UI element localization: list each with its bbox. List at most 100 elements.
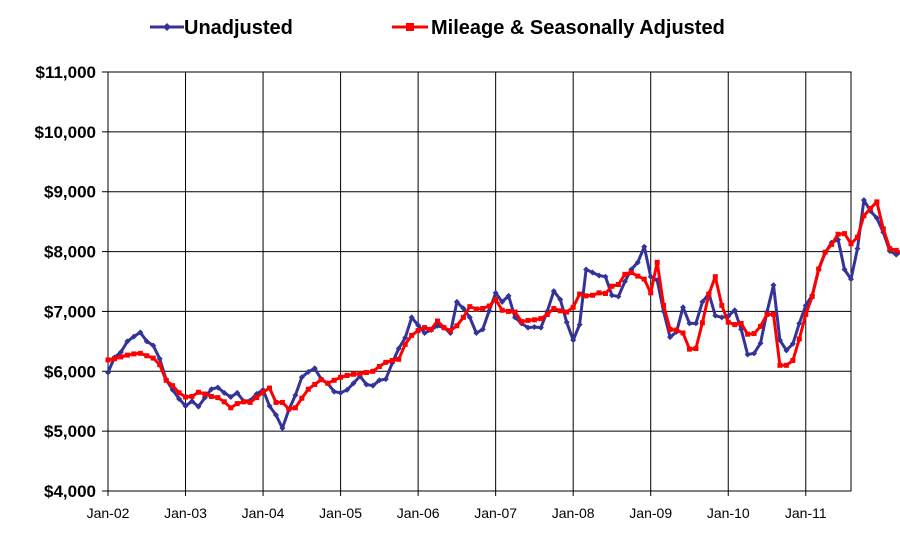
data-point-unadjusted bbox=[473, 329, 480, 336]
data-point-adjusted bbox=[493, 296, 499, 302]
data-point-unadjusted bbox=[466, 314, 473, 321]
data-point-unadjusted bbox=[712, 312, 719, 319]
data-point-unadjusted bbox=[873, 215, 880, 222]
data-point-adjusted bbox=[435, 318, 441, 324]
data-point-adjusted bbox=[893, 247, 899, 253]
data-point-adjusted bbox=[551, 305, 557, 311]
data-point-adjusted bbox=[480, 305, 486, 311]
data-point-unadjusted bbox=[350, 380, 357, 387]
data-point-adjusted bbox=[544, 311, 550, 317]
x-tick-label: Jan-02 bbox=[87, 505, 130, 521]
data-point-adjusted bbox=[447, 328, 453, 334]
data-point-unadjusted bbox=[402, 334, 409, 341]
data-point-adjusted bbox=[725, 319, 731, 325]
data-point-adjusted bbox=[150, 355, 156, 361]
data-point-unadjusted bbox=[150, 342, 157, 349]
data-point-adjusted bbox=[564, 309, 570, 315]
data-point-adjusted bbox=[441, 325, 447, 331]
data-point-unadjusted bbox=[602, 273, 609, 280]
data-point-unadjusted bbox=[789, 340, 796, 347]
x-tick-label: Jan-08 bbox=[552, 505, 595, 521]
data-point-adjusted bbox=[570, 304, 576, 310]
data-point-adjusted bbox=[783, 362, 789, 368]
data-point-unadjusted bbox=[208, 386, 215, 393]
data-point-unadjusted bbox=[195, 403, 202, 410]
data-point-adjusted bbox=[654, 259, 660, 265]
data-point-adjusted bbox=[854, 234, 860, 240]
data-point-adjusted bbox=[273, 399, 279, 405]
data-point-adjusted bbox=[325, 380, 331, 386]
data-point-unadjusted bbox=[479, 326, 486, 333]
data-point-unadjusted bbox=[770, 282, 777, 289]
data-point-adjusted bbox=[809, 293, 815, 299]
legend-item-unadjusted: Unadjusted bbox=[150, 17, 293, 39]
data-point-adjusted bbox=[460, 314, 466, 320]
data-point-unadjusted bbox=[176, 395, 183, 402]
data-point-unadjusted bbox=[214, 384, 221, 391]
data-point-adjusted bbox=[602, 290, 608, 296]
data-point-adjusted bbox=[396, 356, 402, 362]
data-point-adjusted bbox=[163, 377, 169, 383]
data-point-unadjusted bbox=[757, 340, 764, 347]
data-point-unadjusted bbox=[279, 425, 286, 432]
data-point-adjusted bbox=[279, 399, 285, 405]
data-point-adjusted bbox=[195, 389, 201, 395]
data-point-adjusted bbox=[842, 231, 848, 237]
data-point-adjusted bbox=[299, 395, 305, 401]
data-point-adjusted bbox=[674, 327, 680, 333]
data-point-adjusted bbox=[357, 371, 363, 377]
data-point-adjusted bbox=[615, 281, 621, 287]
y-tick-label: $7,000 bbox=[44, 302, 96, 321]
data-point-adjusted bbox=[796, 336, 802, 342]
data-point-unadjusted bbox=[751, 350, 758, 357]
data-point-adjusted bbox=[874, 199, 880, 205]
data-point-unadjusted bbox=[272, 411, 279, 418]
data-point-adjusted bbox=[267, 385, 273, 391]
data-point-adjusted bbox=[518, 319, 524, 325]
data-point-unadjusted bbox=[667, 334, 674, 341]
data-point-adjusted bbox=[758, 323, 764, 329]
data-point-adjusted bbox=[202, 391, 208, 397]
data-point-unadjusted bbox=[460, 305, 467, 312]
data-point-unadjusted bbox=[680, 304, 687, 311]
data-point-unadjusted bbox=[182, 403, 189, 410]
data-point-adjusted bbox=[124, 352, 130, 358]
data-point-adjusted bbox=[867, 205, 873, 211]
data-point-unadjusted bbox=[686, 320, 693, 327]
y-tick-label: $5,000 bbox=[44, 422, 96, 441]
data-point-adjusted bbox=[706, 291, 712, 297]
data-point-adjusted bbox=[428, 326, 434, 332]
data-point-unadjusted bbox=[234, 389, 241, 396]
data-point-unadjusted bbox=[531, 323, 538, 330]
x-tick-label: Jan-11 bbox=[785, 505, 827, 521]
data-point-adjusted bbox=[738, 320, 744, 326]
legend-item-adjusted: Mileage & Seasonally Adjusted bbox=[392, 17, 725, 39]
data-point-unadjusted bbox=[298, 374, 305, 381]
data-point-adjusted bbox=[305, 386, 311, 392]
data-point-adjusted bbox=[680, 330, 686, 336]
data-point-unadjusted bbox=[744, 351, 751, 358]
y-tick-label: $9,000 bbox=[44, 183, 96, 202]
y-tick-label: $10,000 bbox=[35, 123, 96, 142]
data-point-unadjusted bbox=[137, 329, 144, 336]
data-point-unadjusted bbox=[537, 324, 544, 331]
plot-area: $4,000 $5,000 $6,000 $7,000 $8,000 $9,000 $10,… bbox=[35, 63, 900, 521]
data-point-adjusted bbox=[170, 383, 176, 389]
data-point-adjusted bbox=[486, 303, 492, 309]
data-point-unadjusted bbox=[266, 403, 273, 410]
x-tick-label: Jan-10 bbox=[707, 505, 750, 521]
y-tick-label: $4,000 bbox=[44, 482, 96, 501]
data-point-adjusted bbox=[557, 308, 563, 314]
data-point-adjusted bbox=[370, 368, 376, 374]
data-point-adjusted bbox=[131, 351, 137, 357]
data-point-unadjusted bbox=[156, 355, 163, 362]
data-point-adjusted bbox=[286, 406, 292, 412]
data-point-adjusted bbox=[144, 353, 150, 359]
data-point-unadjusted bbox=[718, 314, 725, 321]
data-point-unadjusted bbox=[699, 298, 706, 305]
data-point-unadjusted bbox=[382, 376, 389, 383]
x-tick-label: Jan-04 bbox=[242, 505, 285, 521]
data-point-adjusted bbox=[732, 322, 738, 328]
data-point-adjusted bbox=[531, 317, 537, 323]
